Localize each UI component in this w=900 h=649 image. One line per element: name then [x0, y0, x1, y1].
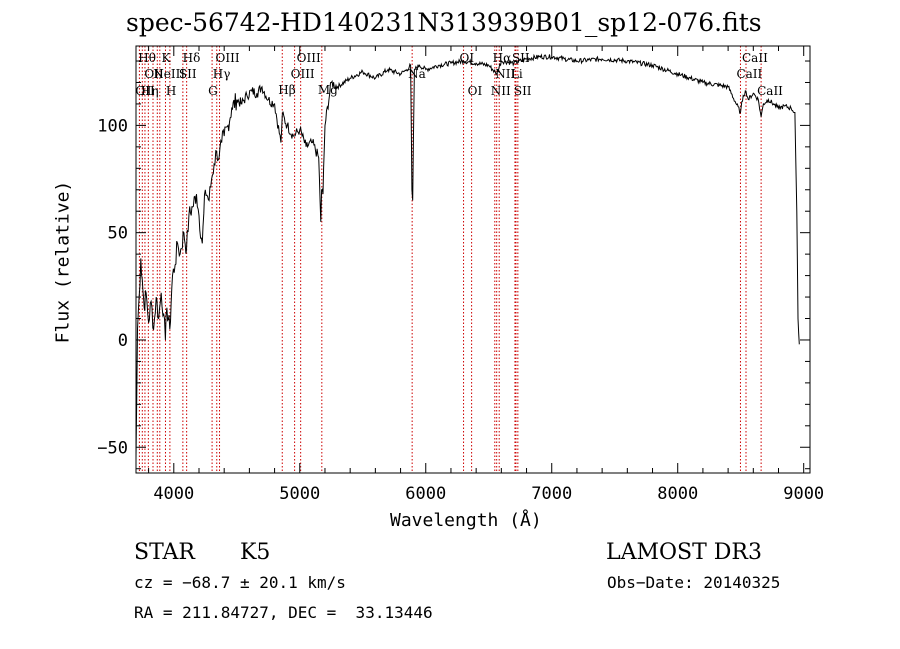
- plot-frame: [135, 45, 811, 474]
- line-marker-label-27: CaII: [736, 67, 762, 81]
- line-marker-label-25: SII: [512, 51, 530, 65]
- y-tick-label: 0: [118, 331, 128, 351]
- coordinates: RA = 211.84727, DEC = 33.13446: [134, 603, 433, 622]
- line-marker-label-7: K: [161, 51, 171, 65]
- y-tick-label: −50: [97, 438, 128, 458]
- y-axis-label: Flux (relative): [52, 180, 74, 344]
- spectral-line-labels: OIIHθHηOIINeIIIKHSIIHδGHγOIIIHβOIIIOIIIM…: [135, 51, 783, 98]
- x-tick-label: 6000: [405, 484, 446, 504]
- line-marker-label-28: CaII: [742, 51, 768, 65]
- line-marker-label-16: OIII: [297, 51, 321, 65]
- line-marker-label-23: NII: [495, 67, 515, 81]
- line-marker-label-5: NeIII: [153, 67, 185, 81]
- line-marker-label-21: NII: [491, 84, 511, 98]
- y-tick-label: 50: [108, 224, 128, 244]
- line-marker-label-3: OII: [144, 67, 164, 81]
- line-marker-label-20: OI: [468, 84, 483, 98]
- line-marker-label-24: Li: [511, 67, 523, 81]
- x-tick-label: 7000: [531, 484, 572, 504]
- object-subclass: K5: [240, 540, 271, 565]
- flux-line: [135, 53, 800, 459]
- x-axis-label: Wavelength (Å): [390, 510, 542, 531]
- line-marker-label-2: Hη: [141, 84, 159, 98]
- chart-title: spec-56742-HD140231N313939B01_sp12-076.f…: [126, 8, 762, 37]
- x-tick-label: 5000: [279, 484, 320, 504]
- line-marker-label-18: Na: [408, 67, 426, 81]
- spectrum-series: [135, 53, 800, 459]
- line-marker-label-0: OII: [135, 84, 155, 98]
- observation-date: Obs−Date: 20140325: [607, 573, 781, 592]
- line-marker-label-19: OI: [460, 51, 475, 65]
- line-marker-label-15: OIII: [291, 67, 315, 81]
- x-tick-label: 8000: [657, 484, 698, 504]
- spectral-line-markers: [138, 46, 762, 473]
- line-marker-label-29: CaII: [757, 84, 783, 98]
- plot-border: [135, 45, 811, 474]
- line-marker-label-14: Hβ: [278, 83, 295, 97]
- survey-name: LAMOST DR3: [606, 540, 762, 565]
- line-marker-label-10: Hδ: [183, 51, 201, 65]
- x-tick-label: 9000: [783, 484, 824, 504]
- line-marker-label-1: Hθ: [138, 51, 156, 65]
- redshift-info: cz = −68.7 ± 20.1 km/s: [134, 573, 346, 592]
- line-marker-label-22: Hα: [493, 51, 512, 65]
- line-marker-label-9: SII: [179, 67, 197, 81]
- object-class: STAR: [134, 540, 195, 565]
- line-marker-label-26: SII: [514, 84, 532, 98]
- y-tick-label: 100: [97, 116, 128, 136]
- line-marker-label-11: G: [208, 84, 218, 98]
- x-tick-label: 4000: [153, 484, 194, 504]
- axis-ticks: 4000 5000 6000 7000 8000 9000 −50 0 50 100: [97, 46, 824, 504]
- line-marker-label-12: Hγ: [213, 67, 231, 81]
- line-marker-label-17: Mg: [318, 83, 338, 97]
- line-marker-label-8: H: [166, 84, 176, 98]
- line-marker-label-13: OIII: [216, 51, 240, 65]
